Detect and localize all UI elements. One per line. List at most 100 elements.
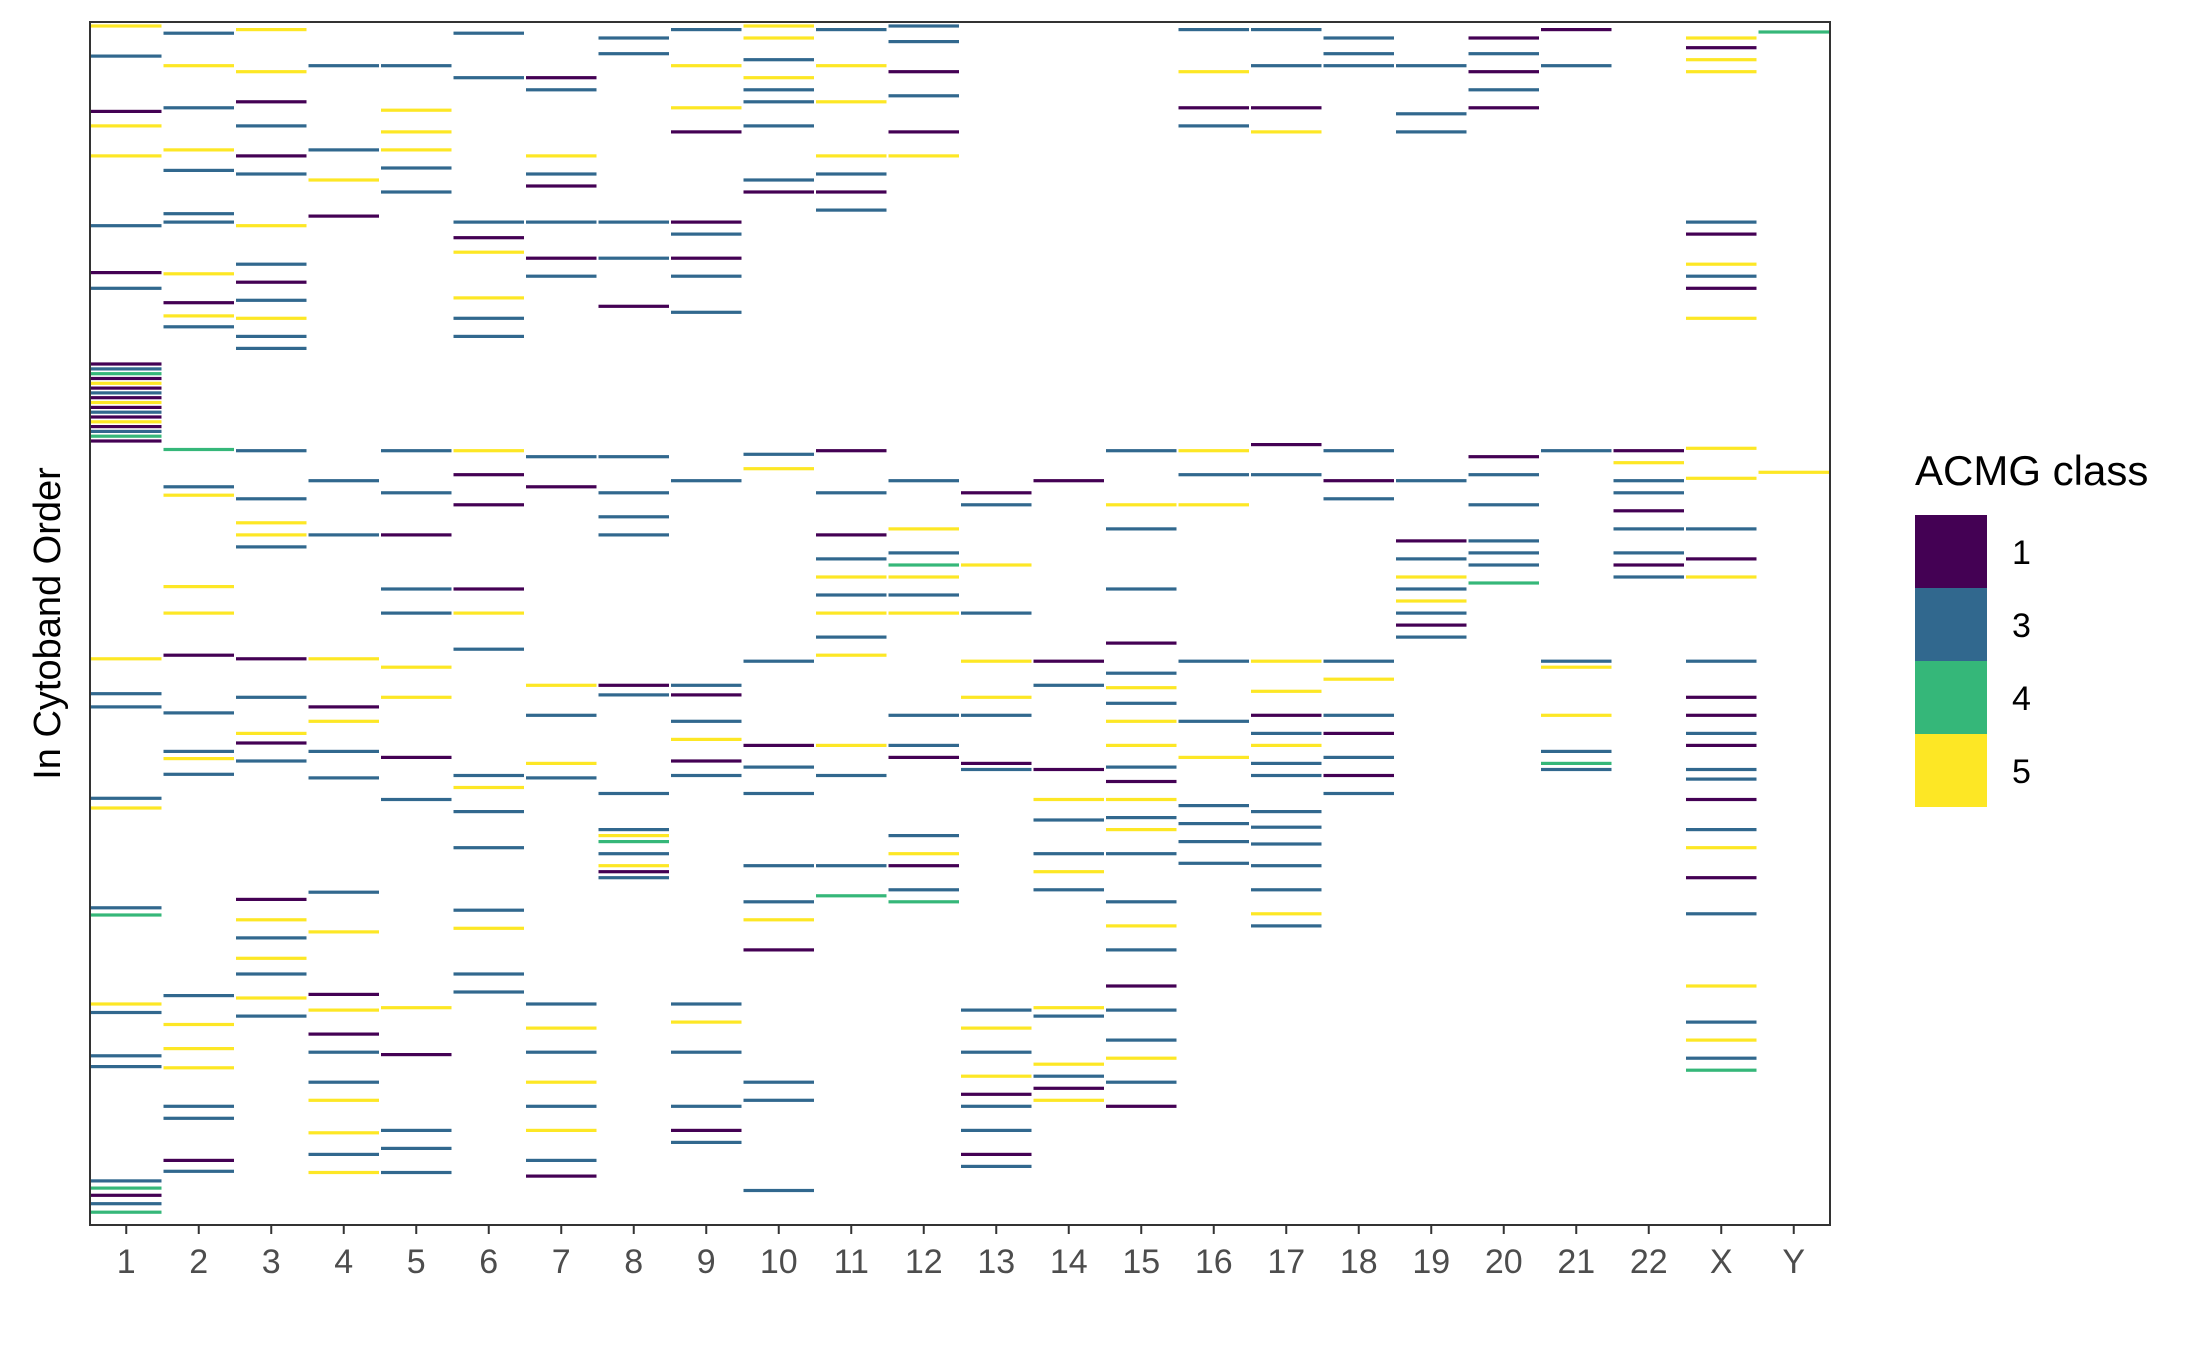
band-chr17-15 bbox=[1251, 842, 1322, 846]
band-chr1-18 bbox=[91, 410, 162, 414]
band-chrX-23 bbox=[1686, 828, 1757, 832]
band-chr2-9 bbox=[163, 314, 234, 318]
band-chr5-15 bbox=[381, 1006, 452, 1010]
band-chr14-9 bbox=[1033, 1006, 1104, 1010]
band-chr4-9 bbox=[308, 749, 379, 753]
band-chr16-3 bbox=[1178, 124, 1249, 128]
band-chr6-9 bbox=[453, 473, 524, 477]
band-chr5-14 bbox=[381, 797, 452, 802]
band-chr17-14 bbox=[1251, 825, 1322, 829]
band-chr13-9 bbox=[961, 1008, 1032, 1012]
band-chr6-15 bbox=[453, 785, 524, 790]
band-chr5-3 bbox=[381, 148, 452, 152]
band-chr1-0 bbox=[91, 24, 162, 28]
band-chr3-11 bbox=[236, 334, 307, 338]
band-chr2-16 bbox=[163, 653, 234, 657]
x-tick-label-11: 11 bbox=[834, 1243, 869, 1281]
band-chrX-31 bbox=[1686, 1068, 1757, 1072]
band-chr5-6 bbox=[381, 449, 452, 453]
band-chr9-17 bbox=[671, 1020, 742, 1024]
band-chr2-19 bbox=[163, 757, 234, 761]
band-chr16-8 bbox=[1178, 719, 1249, 723]
band-chr2-24 bbox=[163, 1066, 234, 1070]
band-chr20-9 bbox=[1468, 551, 1539, 555]
band-chr8-4 bbox=[598, 304, 669, 308]
band-chr1-17 bbox=[91, 405, 162, 409]
band-chr13-8 bbox=[961, 767, 1032, 772]
band-chr15-16 bbox=[1106, 900, 1177, 904]
band-chrX-18 bbox=[1686, 731, 1757, 735]
band-chr8-5 bbox=[598, 455, 669, 459]
band-chr5-16 bbox=[381, 1053, 452, 1057]
band-chr22-1 bbox=[1613, 461, 1684, 465]
band-chr11-8 bbox=[816, 491, 887, 495]
legend: ACMG class 1 3 4 5 bbox=[1915, 447, 2148, 807]
band-chr13-17 bbox=[961, 1164, 1032, 1168]
panel-border bbox=[89, 21, 1831, 1226]
band-chr13-14 bbox=[961, 1104, 1032, 1108]
band-chr2-27 bbox=[163, 1158, 234, 1162]
band-chr8-13 bbox=[598, 834, 669, 838]
band-chrX-6 bbox=[1686, 262, 1757, 266]
x-tick-label-14: 14 bbox=[1050, 1243, 1088, 1281]
band-chrX-7 bbox=[1686, 274, 1757, 278]
band-chr11-14 bbox=[816, 635, 887, 639]
band-chrX-27 bbox=[1686, 984, 1757, 988]
band-chr21-1 bbox=[1541, 64, 1612, 68]
band-chr21-2 bbox=[1541, 449, 1612, 453]
band-chr10-1 bbox=[743, 36, 814, 40]
band-chr5-0 bbox=[381, 64, 452, 68]
band-chr9-14 bbox=[671, 759, 742, 763]
band-chr12-19 bbox=[888, 888, 959, 892]
band-chr9-8 bbox=[671, 310, 742, 314]
band-chr1-36 bbox=[91, 1179, 162, 1183]
band-chr12-14 bbox=[888, 743, 959, 747]
band-chr5-18 bbox=[381, 1146, 452, 1150]
band-chr10-2 bbox=[743, 58, 814, 62]
band-chr4-20 bbox=[308, 1152, 379, 1156]
band-chr13-5 bbox=[961, 695, 1032, 699]
x-tick-label-12: 12 bbox=[905, 1243, 943, 1281]
x-tick-label-1: 1 bbox=[117, 1243, 136, 1281]
band-chr18-4 bbox=[1323, 479, 1394, 483]
band-chr3-4 bbox=[236, 154, 307, 158]
band-chr12-11 bbox=[888, 593, 959, 597]
band-chrX-8 bbox=[1686, 286, 1757, 290]
band-chr15-24 bbox=[1106, 1104, 1177, 1108]
band-chr9-4 bbox=[671, 220, 742, 224]
band-chr10-6 bbox=[743, 124, 814, 128]
band-chr14-11 bbox=[1033, 1062, 1104, 1066]
band-chr5-17 bbox=[381, 1128, 452, 1132]
band-chr10-21 bbox=[743, 1188, 814, 1193]
band-chr22-3 bbox=[1613, 491, 1684, 495]
band-chr8-12 bbox=[598, 828, 669, 832]
band-chr19-0 bbox=[1396, 64, 1467, 68]
band-chr12-16 bbox=[888, 834, 959, 838]
band-chrX-0 bbox=[1686, 36, 1757, 40]
legend-label-1: 1 bbox=[2012, 534, 2031, 572]
band-chr9-16 bbox=[671, 1002, 742, 1006]
legend-swatch-4 bbox=[1915, 661, 1987, 734]
legend-swatch-1 bbox=[1915, 515, 1987, 588]
band-chr17-2 bbox=[1251, 106, 1322, 110]
band-chr19-6 bbox=[1396, 575, 1467, 579]
band-chr11-17 bbox=[816, 773, 887, 778]
band-chr20-2 bbox=[1468, 70, 1539, 74]
band-chr1-15 bbox=[91, 396, 162, 400]
band-chrX-15 bbox=[1686, 659, 1757, 663]
band-chr3-12 bbox=[236, 346, 307, 350]
band-chr15-22 bbox=[1106, 1056, 1177, 1060]
band-chr12-5 bbox=[888, 154, 959, 158]
band-chr8-6 bbox=[598, 491, 669, 495]
legend-swatch-5 bbox=[1915, 734, 1987, 807]
band-chr10-15 bbox=[743, 864, 814, 868]
band-chr1-37 bbox=[91, 1186, 162, 1190]
band-chr15-6 bbox=[1106, 686, 1177, 690]
band-chr7-2 bbox=[526, 154, 597, 158]
band-chr6-11 bbox=[453, 587, 524, 591]
band-chr2-17 bbox=[163, 711, 234, 715]
band-chr3-6 bbox=[236, 224, 307, 228]
band-chr6-13 bbox=[453, 647, 524, 651]
band-chr9-9 bbox=[671, 479, 742, 483]
band-chr20-1 bbox=[1468, 52, 1539, 56]
